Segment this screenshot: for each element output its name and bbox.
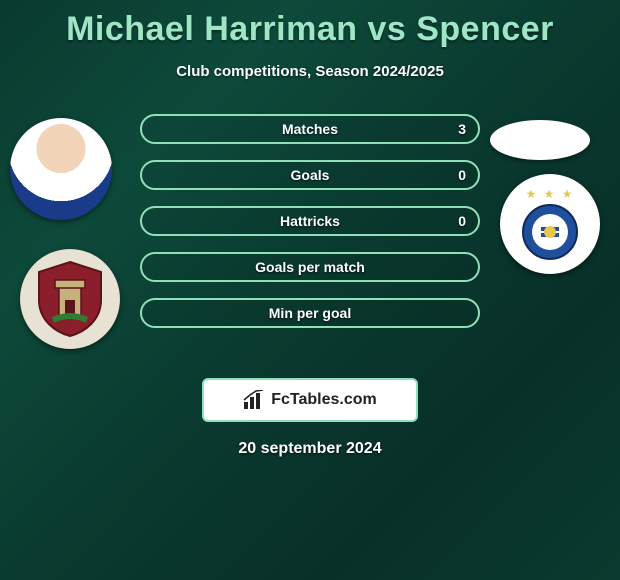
stat-row-goals-per-match: Goals per match xyxy=(140,252,480,282)
stat-row-goals: Goals 0 xyxy=(140,160,480,190)
stat-rows: Matches 3 Goals 0 Hattricks 0 Goals per … xyxy=(140,114,480,344)
stat-row-min-per-goal: Min per goal xyxy=(140,298,480,328)
stat-row-hattricks: Hattricks 0 xyxy=(140,206,480,236)
round-crest-icon xyxy=(521,203,579,261)
stat-label: Hattricks xyxy=(142,213,478,229)
bar-chart-icon xyxy=(243,390,265,410)
stat-label: Goals per match xyxy=(142,259,478,275)
stat-label: Min per goal xyxy=(142,305,478,321)
stat-label: Goals xyxy=(142,167,478,183)
stars-icon: ★ ★ ★ xyxy=(526,187,575,201)
stat-right-value: 3 xyxy=(458,121,466,137)
stats-area: ★ ★ ★ Matches 3 Goals 0 Hattricks 0 Goal… xyxy=(0,114,620,374)
player-right-avatar xyxy=(490,120,590,160)
player-left-club-badge xyxy=(20,249,120,349)
player-right-club-badge: ★ ★ ★ xyxy=(500,174,600,274)
stat-row-matches: Matches 3 xyxy=(140,114,480,144)
branding-text: FcTables.com xyxy=(271,391,377,409)
page-title: Michael Harriman vs Spencer xyxy=(0,0,620,49)
player-left-avatar xyxy=(10,118,112,220)
page-subtitle: Club competitions, Season 2024/2025 xyxy=(0,63,620,80)
shield-crest-icon xyxy=(35,260,105,338)
date-line: 20 september 2024 xyxy=(0,440,620,458)
branding-badge: FcTables.com xyxy=(202,378,418,422)
stat-right-value: 0 xyxy=(458,213,466,229)
stat-label: Matches xyxy=(142,121,478,137)
stat-right-value: 0 xyxy=(458,167,466,183)
